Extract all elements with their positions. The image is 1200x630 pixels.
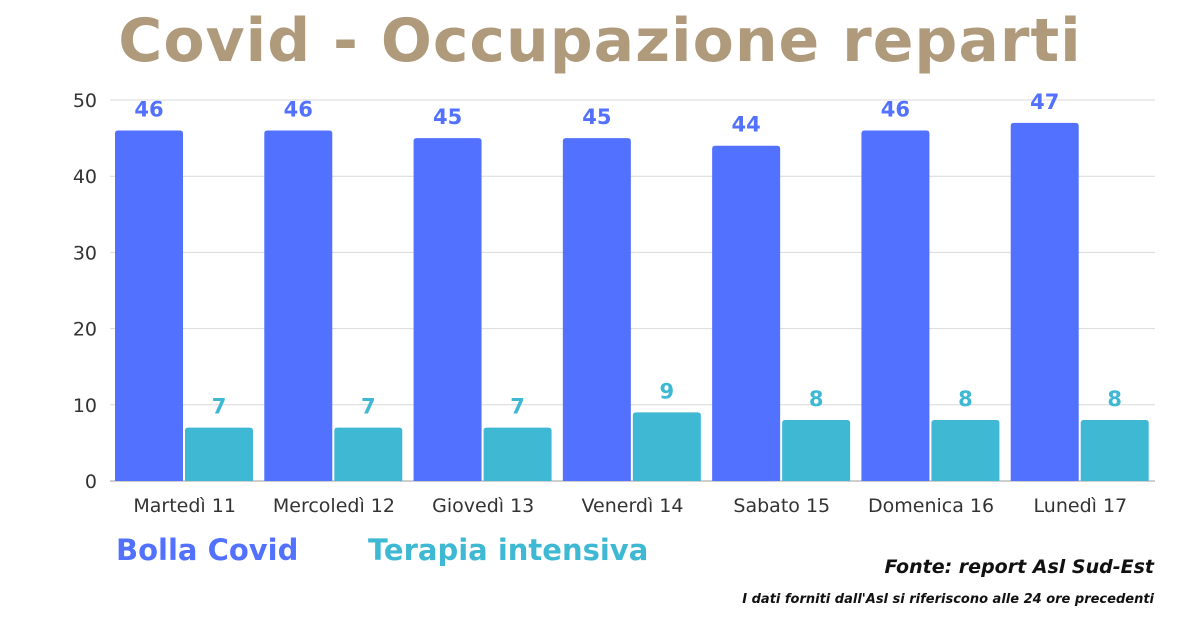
bar-terapia-intensiva: [334, 427, 403, 481]
bar-terapia-intensiva: [185, 427, 253, 481]
data-label: 7: [361, 395, 376, 419]
y-tick-label: 40: [73, 166, 97, 188]
data-label: 8: [809, 387, 824, 411]
bar-bolla-covid: [413, 138, 482, 481]
x-tick-label: Mercoledì 12: [273, 495, 395, 517]
y-tick-label: 20: [73, 319, 97, 341]
x-tick-label: Giovedì 13: [432, 495, 534, 517]
y-tick-label: 0: [85, 471, 97, 493]
bar-terapia-intensiva: [1080, 420, 1149, 481]
bar-bolla-covid: [861, 130, 930, 482]
data-label: 46: [134, 97, 163, 121]
x-tick-label: Domenica 16: [868, 495, 994, 517]
y-tick-label: 30: [73, 242, 97, 264]
data-label: 44: [732, 113, 761, 137]
bar-bolla-covid: [562, 138, 631, 481]
legend-series-2: Terapia intensiva: [368, 533, 649, 567]
x-tick-label: Lunedì 17: [1034, 495, 1128, 517]
bar-bolla-covid: [1010, 122, 1079, 482]
y-tick-label: 10: [73, 395, 97, 417]
bar-terapia-intensiva: [632, 412, 701, 481]
data-label: 47: [1030, 90, 1059, 114]
x-tick-label: Martedì 11: [133, 495, 236, 517]
source-note: I dati forniti dall'Asl si riferiscono a…: [742, 592, 1154, 607]
x-tick-label: Sabato 15: [733, 495, 830, 517]
bar-terapia-intensiva: [931, 420, 1000, 481]
source-text: Fonte: report Asl Sud-Est: [884, 556, 1154, 578]
data-label: 46: [881, 97, 910, 121]
data-label: 9: [660, 379, 675, 403]
x-tick-label: Venerdì 14: [582, 495, 684, 517]
data-label: 7: [212, 395, 227, 419]
bar-terapia-intensiva: [782, 420, 851, 481]
legend-series-1: Bolla Covid: [116, 533, 299, 567]
data-label: 7: [510, 395, 525, 419]
bar-bolla-covid: [712, 145, 781, 481]
chart-title: Covid - Occupazione reparti: [118, 6, 1082, 76]
data-label: 46: [284, 97, 313, 121]
data-label: 45: [582, 105, 611, 129]
data-label: 45: [433, 105, 462, 129]
bar-terapia-intensiva: [483, 427, 552, 481]
data-label: 8: [1107, 387, 1122, 411]
y-tick-label: 50: [73, 90, 97, 112]
bar-bolla-covid: [115, 130, 183, 482]
bar-bolla-covid: [264, 130, 333, 482]
data-label: 8: [958, 387, 973, 411]
